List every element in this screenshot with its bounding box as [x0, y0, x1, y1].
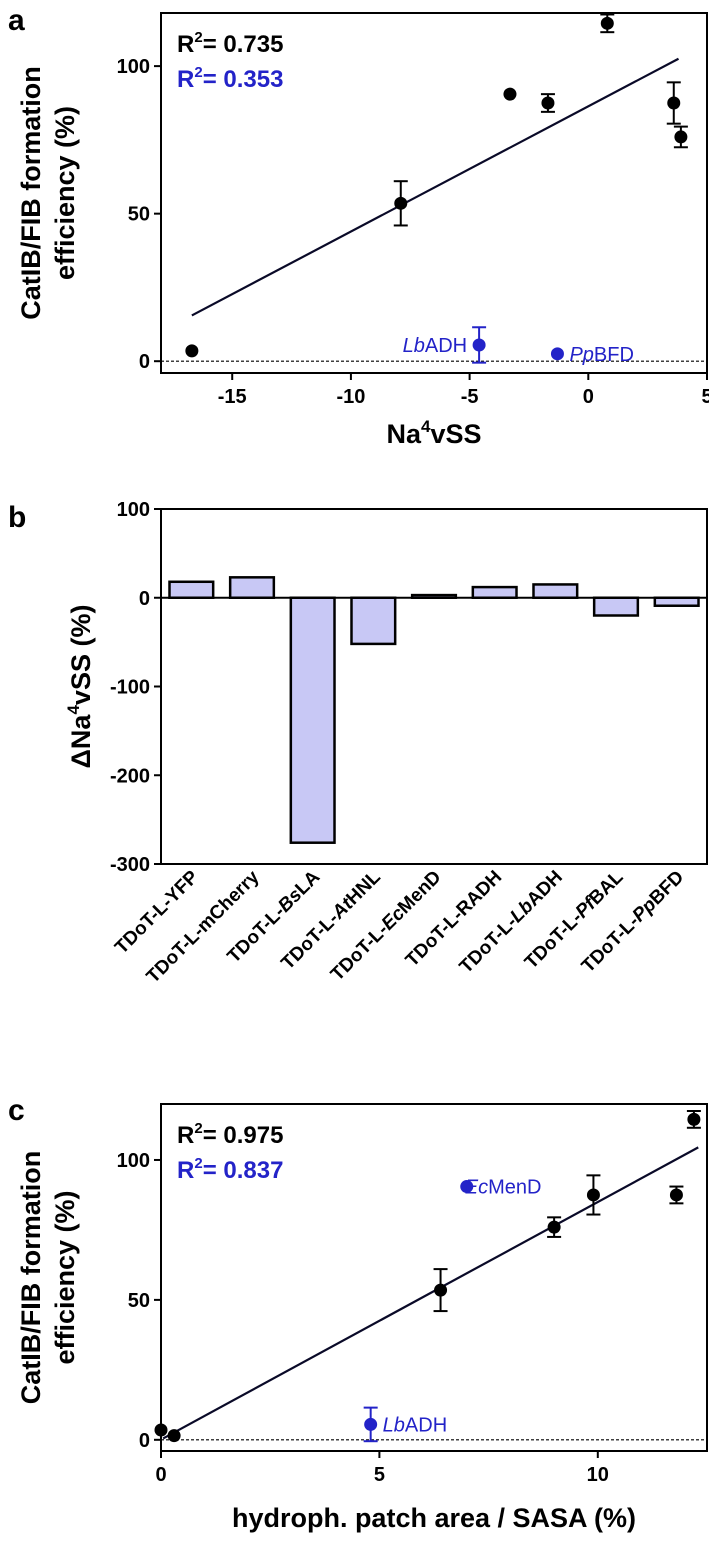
panel-letter: c: [8, 1094, 25, 1127]
bar: [653, 596, 700, 607]
x-tick-label: -15: [218, 386, 247, 408]
x-axis-title: hydroph. patch area / SASA (%): [232, 1503, 636, 1533]
outlier-point: [550, 347, 564, 361]
point-annotation: LbADH: [403, 335, 467, 357]
x-category-label: TDoT-L-EcMenD: [327, 867, 446, 986]
x-tick-label: 0: [155, 1464, 166, 1486]
outlier-point: [364, 1417, 378, 1431]
x-axis-title: Na4vSS: [386, 417, 481, 449]
data-point: [167, 1429, 181, 1443]
bar: [532, 583, 579, 599]
data-point: [541, 96, 555, 110]
y-tick-label: 0: [139, 1430, 150, 1452]
data-point: [586, 1188, 600, 1202]
data-point: [185, 344, 199, 358]
y-tick-label: -200: [110, 765, 150, 787]
outlier-point: [460, 1180, 474, 1194]
y-tick-label: -300: [110, 854, 150, 876]
data-point: [669, 1188, 683, 1202]
data-point: [503, 87, 517, 101]
regression-line: [191, 57, 680, 317]
y-tick-label: 100: [117, 499, 150, 521]
r2-label-blue: R2= 0.837: [177, 1155, 283, 1184]
x-tick-label: -10: [336, 386, 365, 408]
bar: [350, 596, 397, 646]
data-point: [394, 196, 408, 210]
r2-label-black: R2= 0.735: [177, 29, 283, 58]
y-tick-label: 100: [117, 1150, 150, 1172]
x-category-label: TDoT-L-PpBFD: [578, 867, 688, 977]
y-axis-title: ΔNa4vSS (%): [64, 605, 96, 769]
data-point: [667, 96, 681, 110]
x-tick-label: 10: [587, 1464, 609, 1486]
r2-label-black: R2= 0.975: [177, 1120, 283, 1149]
x-tick-label: -5: [461, 386, 479, 408]
data-point: [154, 1423, 168, 1437]
data-point: [434, 1283, 448, 1297]
y-tick-label: 0: [139, 588, 150, 610]
y-tick-label: 0: [139, 351, 150, 373]
point-annotation: PpBFD: [569, 344, 633, 366]
plot-frame: [160, 508, 708, 865]
data-point: [674, 130, 688, 144]
plot-frame: [160, 1103, 708, 1452]
y-axis-title: CatIB/FIB formation efficiency (%): [16, 1151, 80, 1405]
panel-c: c 0 50 100 0 5 10 LbADH EcMenD R2= 0.975 R2= 0.837…: [8, 1094, 708, 1533]
x-tick-label: 0: [583, 386, 594, 408]
y-axis-title: CatIB/FIB formation efficiency (%): [16, 66, 80, 320]
r2-label-blue: R2= 0.353: [177, 64, 283, 93]
bar: [168, 580, 215, 600]
outlier-point: [472, 338, 486, 352]
y-tick-label: 50: [128, 1290, 150, 1312]
panel-b: b 1000-100-200-300TDoT-L-YFPTDoT-L-mCherr…: [8, 499, 708, 988]
data-point: [600, 16, 614, 30]
x-category-label: TDoT-L-mCherry: [143, 866, 264, 987]
x-tick-label: 5: [701, 386, 709, 408]
bar: [592, 596, 640, 617]
bar: [228, 576, 276, 600]
panel-letter: b: [8, 501, 26, 534]
panel-letter: a: [8, 4, 25, 37]
y-tick-label: 100: [117, 56, 150, 78]
bar: [471, 585, 518, 599]
y-tick-label: 50: [128, 204, 150, 226]
x-tick-label: 5: [374, 1464, 385, 1486]
x-category-label: TDoT-L-LbADH: [456, 867, 567, 978]
data-point: [687, 1112, 701, 1126]
y-tick-label: -100: [110, 677, 150, 699]
regression-line: [162, 1146, 699, 1440]
bar: [289, 596, 336, 844]
plot-frame: [160, 12, 708, 374]
point-annotation: LbADH: [383, 1414, 447, 1436]
panel-a: a 0 50 100 -15 -10 -5 0 5 LbADH PpBFD R2= 0.735 R2= …: [8, 4, 709, 449]
point-annotation: EcMenD: [465, 1177, 542, 1199]
data-point: [547, 1220, 561, 1234]
